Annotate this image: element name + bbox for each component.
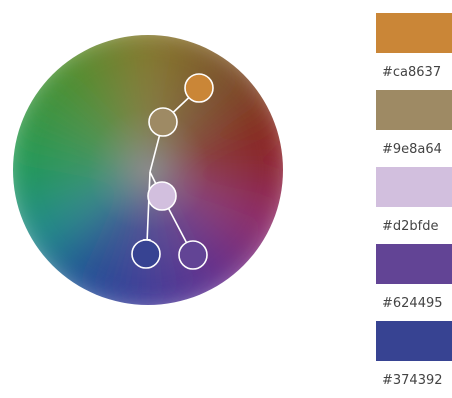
color-swatch[interactable] — [376, 13, 452, 53]
swatch-hex-label: #374392 — [382, 373, 443, 388]
color-swatch[interactable] — [376, 321, 452, 361]
color-swatch[interactable] — [376, 167, 452, 207]
handle-blue[interactable] — [131, 239, 161, 269]
color-wheel[interactable] — [0, 0, 300, 330]
handle-violet[interactable] — [178, 240, 208, 270]
color-swatch[interactable] — [376, 244, 452, 284]
harmony-line — [146, 171, 151, 244]
color-swatch[interactable] — [376, 90, 452, 130]
swatch-item: #624495 — [376, 244, 452, 321]
swatch-item: #374392 — [376, 321, 452, 398]
swatch-hex-label: #ca8637 — [382, 65, 442, 80]
palette: #ca8637 #9e8a64 #d2bfde #624495 #374392 — [376, 13, 452, 398]
handle-orange[interactable] — [184, 73, 214, 103]
swatch-item: #d2bfde — [376, 167, 452, 244]
swatch-item: #ca8637 — [376, 13, 452, 90]
swatch-hex-label: #9e8a64 — [382, 142, 442, 157]
swatch-item: #9e8a64 — [376, 90, 452, 167]
color-wheel-area — [0, 0, 300, 330]
handle-taupe[interactable] — [148, 107, 178, 137]
swatch-hex-label: #624495 — [382, 296, 443, 311]
swatch-hex-label: #d2bfde — [382, 219, 439, 234]
handle-lavender[interactable] — [147, 181, 177, 211]
